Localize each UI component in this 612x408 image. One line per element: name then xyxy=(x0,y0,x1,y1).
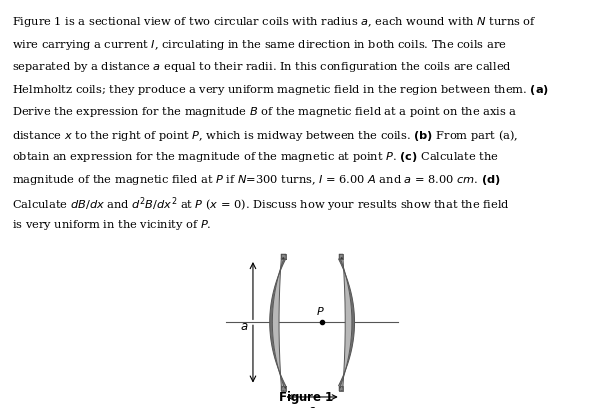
Polygon shape xyxy=(282,254,286,259)
Text: $\mathbf{Figure\ 1}$: $\mathbf{Figure\ 1}$ xyxy=(278,389,334,406)
Polygon shape xyxy=(338,254,343,259)
Polygon shape xyxy=(338,386,343,391)
Polygon shape xyxy=(341,259,352,386)
Text: Calculate $dB/dx$ and $d^2B/dx^2$ at $P$ ($x$ = 0). Discuss how your results sho: Calculate $dB/dx$ and $d^2B/dx^2$ at $P$… xyxy=(12,195,510,214)
Polygon shape xyxy=(272,259,283,386)
Polygon shape xyxy=(338,259,354,386)
Polygon shape xyxy=(270,259,286,386)
Text: $P$: $P$ xyxy=(316,305,324,317)
Text: is very uniform in the vicinity of $P$.: is very uniform in the vicinity of $P$. xyxy=(12,217,212,232)
Text: magnitude of the magnetic filed at $P$ if $N$=300 turns, $I$ = 6.00 $A$ and $a$ : magnitude of the magnetic filed at $P$ i… xyxy=(12,173,501,186)
Text: wire carrying a current $I$, circulating in the same direction in both coils. Th: wire carrying a current $I$, circulating… xyxy=(12,38,507,52)
Text: separated by a distance $a$ equal to their radii. In this configuration the coil: separated by a distance $a$ equal to the… xyxy=(12,60,512,74)
Text: Figure 1 is a sectional view of two circular coils with radius $a$, each wound w: Figure 1 is a sectional view of two circ… xyxy=(12,15,537,29)
Text: $a$: $a$ xyxy=(308,404,316,408)
Text: $a$: $a$ xyxy=(240,320,248,333)
Polygon shape xyxy=(282,386,286,391)
Text: distance $x$ to the right of point $P$, which is midway between the coils. $\mat: distance $x$ to the right of point $P$, … xyxy=(12,128,518,143)
Text: obtain an expression for the magnitude of the magnetic at point $P$. $\mathbf{(c: obtain an expression for the magnitude o… xyxy=(12,150,499,164)
Text: Helmholtz coils; they produce a very uniform magnetic field in the region betwee: Helmholtz coils; they produce a very uni… xyxy=(12,83,550,97)
Text: Derive the expression for the magnitude $B$ of the magnetic field at a point on : Derive the expression for the magnitude … xyxy=(12,105,518,119)
